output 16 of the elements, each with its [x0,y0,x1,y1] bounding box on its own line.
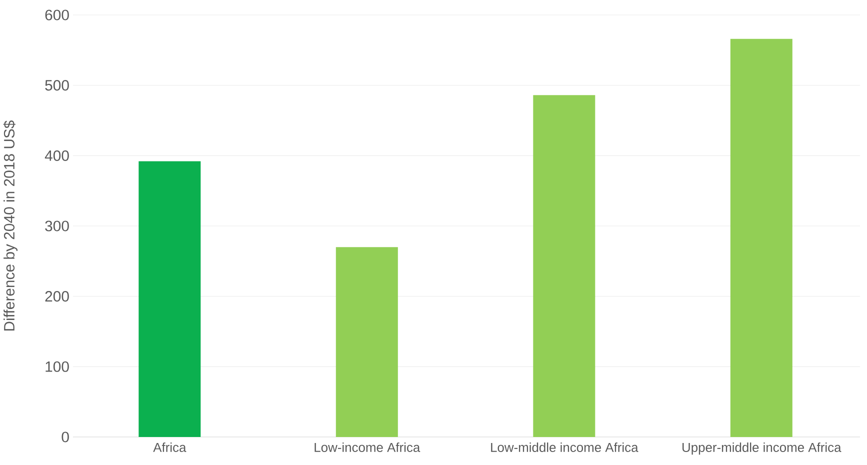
y-tick-label: 200 [45,291,69,302]
bar [336,247,398,437]
y-tick-label: 100 [46,361,69,372]
bar [138,161,201,437]
x-tick-label: Upper-middle income Africa [682,442,842,455]
y-tick-label: 600 [45,10,69,20]
x-tick-label: Low-income Africa [314,442,420,452]
x-tick-label: Africa [153,442,186,452]
y-tick-label: 300 [45,220,69,232]
bar [730,38,792,437]
bar [533,95,596,437]
y-axis-title: Difference by 2040 in 2018 US$ [3,120,18,331]
y-tick-label: 0 [62,432,69,442]
y-tick-label: 400 [44,150,69,161]
y-tick-label: 500 [45,80,69,91]
x-tick-label: Low-middle income Africa [491,442,638,452]
